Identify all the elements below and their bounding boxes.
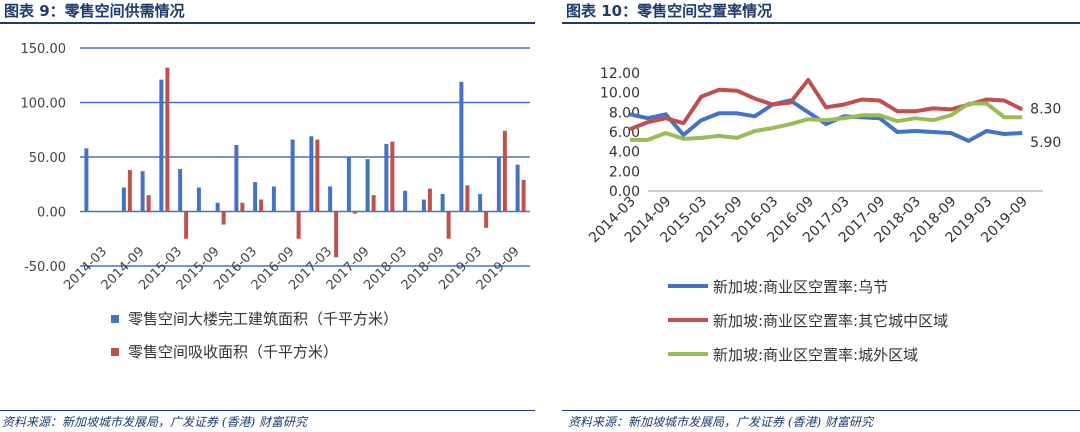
bar-y-tick-label: -50.00: [24, 260, 66, 275]
line-y-tick-label: 10.00: [600, 86, 640, 102]
line-y-tick-label: 12.00: [600, 66, 640, 82]
absorption-area-bar: [165, 67, 170, 212]
bar-y-tick-label: 50.00: [29, 151, 66, 166]
absorption-area-bar: [427, 188, 432, 212]
completion-area-bar: [403, 190, 408, 212]
absorption-area-bar: [446, 211, 451, 239]
left-title-rule: [0, 22, 535, 24]
right-title-rule: [562, 22, 1080, 24]
absorption-legend-swatch: [111, 348, 119, 356]
completion-area-bar: [309, 136, 314, 212]
absorption-area-bar: [465, 185, 470, 212]
absorption-area-bar: [352, 211, 357, 214]
line-y-tick-label: 2.00: [609, 164, 640, 180]
completion-area-bar: [215, 202, 220, 212]
completion-area-bar: [365, 159, 370, 212]
supply-demand-bar-chart: 150.00100.0050.000.00-50.002014-032014-0…: [21, 42, 530, 361]
right-chart-title: 图表 10：零售空间空置率情况: [566, 2, 773, 20]
completion-area-bar: [328, 186, 333, 212]
completion-area-bar: [515, 164, 520, 212]
line-end-label: 5.90: [1030, 135, 1061, 151]
completion-area-bar: [84, 148, 89, 212]
completion-area-bar: [384, 143, 389, 212]
completion-legend-label: 零售空间大楼完工建筑面积（千平方米）: [128, 310, 398, 328]
completion-area-bar: [290, 139, 295, 212]
absorption-area-bar: [221, 211, 226, 225]
completion-area-bar: [234, 145, 239, 212]
line-y-tick-label: 0.00: [609, 184, 640, 200]
line-y-tick-label: 8.00: [609, 105, 640, 121]
absorption-legend-label: 零售空间吸收面积（千平方米）: [128, 343, 338, 361]
bar-y-tick-label: 0.00: [37, 206, 66, 221]
absorption-area-bar: [259, 199, 264, 212]
right-bottom-rule: [562, 410, 1080, 411]
absorption-area-bar: [484, 211, 489, 228]
bar-y-tick-label: 100.00: [21, 97, 67, 112]
absorption-area-bar: [315, 139, 320, 212]
other-city-vacancy-line: [629, 77, 1024, 131]
absorption-area-bar: [146, 195, 151, 212]
line-legend-label: 新加坡:商业区空置率:乌节: [713, 278, 888, 296]
absorption-area-bar: [521, 179, 526, 212]
completion-area-bar: [496, 157, 501, 212]
completion-area-bar: [196, 187, 201, 212]
absorption-area-bar: [371, 195, 376, 212]
absorption-area-bar: [502, 130, 507, 212]
completion-area-bar: [271, 186, 276, 212]
completion-legend-swatch: [111, 315, 119, 323]
completion-area-bar: [459, 81, 464, 212]
orchard-vacancy-line: [629, 98, 1023, 143]
completion-area-bar: [253, 182, 258, 212]
absorption-area-bar: [127, 170, 132, 212]
line-y-tick-label: 4.00: [609, 145, 640, 161]
completion-area-bar: [440, 194, 445, 212]
line-legend-label: 新加坡:商业区空置率:其它城中区域: [713, 312, 948, 330]
left-bottom-rule: [0, 410, 535, 411]
completion-area-bar: [178, 168, 183, 212]
right-source-note: 资料来源：新加坡城市发展局，广发证券 (香港) 财富研究: [568, 415, 873, 429]
absorption-area-bar: [390, 141, 395, 212]
line-legend-label: 新加坡:商业区空置率:城外区域: [713, 346, 918, 364]
vacancy-rate-line-chart: 12.0010.008.006.004.002.000.008.305.9020…: [586, 66, 1061, 364]
completion-area-bar: [159, 79, 164, 212]
absorption-area-bar: [296, 211, 301, 239]
left-source-note: 资料来源：新加坡城市发展局，广发证券 (香港) 财富研究: [2, 415, 307, 429]
outside-city-vacancy-line: [630, 101, 1023, 142]
completion-area-bar: [478, 194, 483, 212]
completion-area-bar: [421, 199, 426, 212]
completion-area-bar: [121, 187, 126, 212]
absorption-area-bar: [184, 211, 189, 239]
bar-y-tick-label: 150.00: [21, 42, 67, 57]
line-end-label: 8.30: [1030, 101, 1061, 117]
left-chart-title: 图表 9：零售空间供需情况: [4, 2, 185, 20]
completion-area-bar: [346, 157, 351, 212]
absorption-area-bar: [334, 211, 339, 258]
absorption-area-bar: [240, 202, 245, 212]
completion-area-bar: [140, 171, 145, 212]
